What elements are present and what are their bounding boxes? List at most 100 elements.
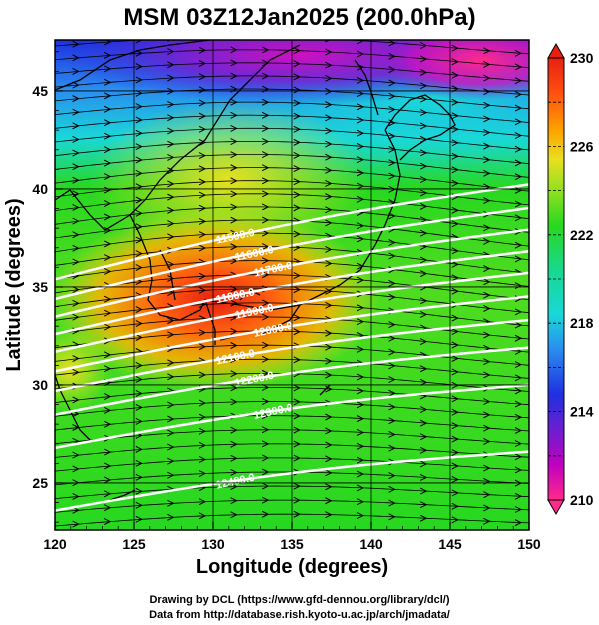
wind-arrowhead — [167, 153, 175, 161]
wind-arrowhead — [103, 518, 112, 526]
colorbar-label: 222 — [570, 227, 594, 243]
wind-arrowhead — [230, 299, 238, 307]
wind-arrowhead — [261, 327, 270, 335]
wind-arrowhead — [293, 125, 301, 133]
wind-arrowhead — [483, 464, 491, 472]
wind-arrowhead — [135, 129, 143, 137]
wind-arrowhead — [388, 132, 396, 140]
wind-arrowhead — [135, 223, 143, 231]
wind-arrowhead — [293, 510, 301, 518]
wind-arrowhead — [325, 301, 333, 309]
wind-arrowhead — [514, 519, 523, 527]
wind-arrowhead — [135, 487, 143, 495]
wind-arrowhead — [483, 129, 491, 136]
wind-arrowhead — [483, 438, 491, 445]
wind-arrowhead — [167, 101, 175, 108]
wind-arrowhead — [103, 351, 112, 359]
wind-arrowhead — [356, 456, 365, 464]
wind-arrowhead — [198, 286, 207, 294]
wind-arrowhead — [356, 143, 365, 150]
wind-arrowhead — [388, 417, 396, 425]
wind-arrowhead — [483, 74, 491, 82]
colorbar-label: 226 — [570, 138, 594, 154]
wind-arrowhead — [483, 371, 491, 379]
colorbar-label: 218 — [570, 315, 594, 331]
wind-arrowhead — [103, 132, 112, 140]
wind-arrowhead — [483, 411, 491, 419]
wind-arrowhead — [72, 95, 80, 103]
wind-arrowhead — [356, 345, 365, 353]
wind-arrowhead — [72, 355, 80, 362]
wind-arrowhead — [230, 138, 238, 145]
wind-arrowhead — [261, 454, 270, 462]
wind-arrowhead — [325, 153, 333, 161]
wind-arrowhead — [293, 86, 301, 94]
wind-arrowhead — [198, 512, 207, 520]
wind-arrowhead — [198, 191, 207, 199]
wind-arrowhead — [103, 295, 112, 303]
wind-arrowhead — [72, 122, 80, 130]
wind-arrowhead — [514, 413, 523, 421]
wind-arrowhead — [167, 317, 175, 325]
wind-arrowhead — [514, 361, 523, 369]
wind-arrowhead — [356, 235, 365, 243]
wind-arrowhead — [293, 286, 301, 294]
wind-arrowhead — [135, 320, 143, 327]
wind-arrowhead — [103, 448, 112, 456]
wind-arrowhead — [103, 323, 112, 331]
wind-arrowhead — [388, 79, 396, 87]
wind-arrowhead — [198, 60, 207, 67]
wind-arrowhead — [451, 274, 459, 282]
wind-arrowhead — [230, 177, 238, 185]
wind-arrowhead — [261, 299, 270, 307]
wind-arrowhead — [198, 498, 207, 506]
wind-arrowhead — [293, 138, 301, 146]
map-title: MSM 03Z12Jan2025 (200.0hPa) — [123, 4, 476, 31]
wind-arrowhead — [293, 356, 301, 364]
wind-arrowhead — [167, 331, 175, 339]
wind-arrowhead — [325, 259, 333, 267]
wind-arrowhead — [198, 86, 207, 94]
x-tick-label: 135 — [280, 536, 304, 552]
wind-arrowhead — [325, 61, 333, 69]
wind-arrowhead — [419, 297, 428, 305]
wind-arrowhead — [261, 468, 270, 476]
wind-arrowhead — [325, 88, 333, 95]
wind-arrowhead — [230, 164, 238, 172]
wind-arrowhead — [72, 465, 80, 473]
y-axis-title: Latitude (degrees) — [3, 198, 25, 371]
wind-arrowhead — [72, 149, 80, 157]
x-tick-label: 145 — [438, 536, 462, 552]
wind-arrowhead — [325, 127, 333, 135]
wind-arrowhead — [261, 510, 270, 518]
y-tick-label: 35 — [32, 279, 48, 295]
wind-arrowhead — [230, 440, 238, 448]
wind-arrowhead — [261, 243, 270, 251]
wind-arrowhead — [103, 40, 112, 46]
wind-arrowhead — [325, 343, 333, 351]
wind-arrowhead — [198, 244, 207, 252]
wind-arrowhead — [135, 515, 143, 523]
wind-arrowhead — [451, 71, 459, 79]
wind-arrowhead — [230, 511, 238, 519]
wind-arrowhead — [451, 449, 459, 457]
wind-arrowhead — [388, 92, 396, 100]
wind-arrowhead — [261, 426, 270, 434]
wind-arrowhead — [230, 124, 238, 132]
wind-arrowhead — [356, 304, 365, 312]
wind-arrowhead — [388, 376, 396, 383]
wind-arrowhead — [325, 413, 333, 421]
wind-arrowhead — [388, 252, 396, 260]
wind-arrowhead — [388, 513, 396, 521]
wind-arrowhead — [261, 124, 270, 132]
wind-arrowhead — [388, 321, 396, 329]
wind-arrowhead — [198, 371, 207, 379]
wind-arrowhead — [451, 314, 459, 322]
wind-arrowhead — [72, 244, 80, 252]
wind-arrowhead — [167, 127, 175, 135]
wind-arrowhead — [325, 114, 333, 122]
wind-arrowhead — [167, 275, 175, 282]
wind-arrowhead — [135, 169, 143, 177]
wind-arrowhead — [419, 501, 428, 509]
wind-arrowhead — [388, 403, 396, 411]
